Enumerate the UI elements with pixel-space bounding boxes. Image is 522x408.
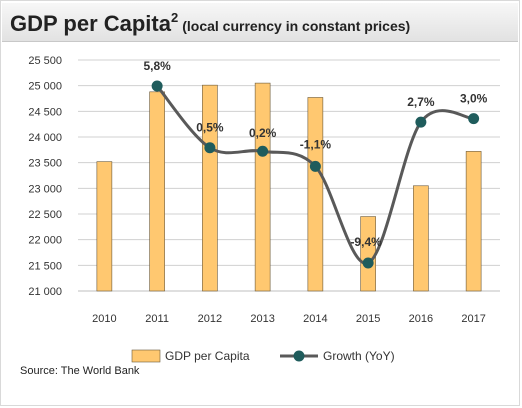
gdp-bar <box>149 91 165 292</box>
growth-data-label: -9,4% <box>350 235 382 249</box>
y-tick-label: 23 500 <box>28 158 62 170</box>
title-bar: GDP per Capita2(local currency in consta… <box>2 3 518 42</box>
y-tick-label: 21 000 <box>28 286 62 298</box>
gdp-bar <box>307 97 324 292</box>
growth-point <box>257 145 269 157</box>
gdp-bar <box>413 185 429 292</box>
chart-title-superscript: 2 <box>170 10 179 25</box>
growth-data-label: -1,1% <box>300 137 332 151</box>
x-tick-label: 2013 <box>250 313 274 325</box>
y-tick-label: 22 500 <box>28 209 62 221</box>
growth-data-label: 3,0% <box>460 92 488 106</box>
gdp-bar <box>465 151 482 292</box>
growth-data-label: 0,2% <box>249 126 277 140</box>
y-tick-label: 25 000 <box>28 81 62 93</box>
gdp-bar <box>360 216 376 292</box>
legend-label-gdp: GDP per Capita <box>165 349 250 363</box>
x-tick-label: 2014 <box>303 313 327 325</box>
x-tick-label: 2016 <box>409 313 433 325</box>
legend-label-growth: Growth (YoY) <box>323 349 395 363</box>
growth-data-label: 2,7% <box>407 95 435 109</box>
growth-point <box>204 142 216 154</box>
gdp-bar <box>96 161 113 292</box>
y-tick-label: 22 000 <box>28 235 62 247</box>
growth-data-label: 0,5% <box>196 121 224 135</box>
growth-data-label: 5,8% <box>143 59 171 73</box>
legend-bar-swatch <box>131 349 161 363</box>
x-tick-label: 2012 <box>198 313 222 325</box>
chart-subtitle: (local currency in constant prices) <box>182 18 411 34</box>
y-tick-label: 25 500 <box>28 55 62 67</box>
growth-point <box>362 257 374 269</box>
legend-marker-swatch <box>293 350 305 362</box>
growth-point <box>151 80 163 92</box>
y-tick-label: 24 000 <box>28 132 62 144</box>
x-tick-label: 2010 <box>92 313 116 325</box>
gdp-bar <box>254 82 271 292</box>
growth-point <box>309 160 321 172</box>
gdp-bar <box>202 84 218 292</box>
chart-title-text: GDP per Capita <box>10 11 171 36</box>
chart-title: GDP per Capita2(local currency in consta… <box>10 10 410 37</box>
x-tick-label: 2011 <box>145 313 169 325</box>
x-tick-label: 2015 <box>356 313 380 325</box>
growth-point <box>415 116 427 128</box>
source-note: Source: The World Bank <box>20 365 140 377</box>
y-tick-label: 21 500 <box>28 260 62 272</box>
y-tick-label: 24 500 <box>28 106 62 118</box>
y-tick-label: 23 000 <box>28 183 62 195</box>
growth-point <box>468 113 480 125</box>
x-tick-label: 2017 <box>461 313 485 325</box>
